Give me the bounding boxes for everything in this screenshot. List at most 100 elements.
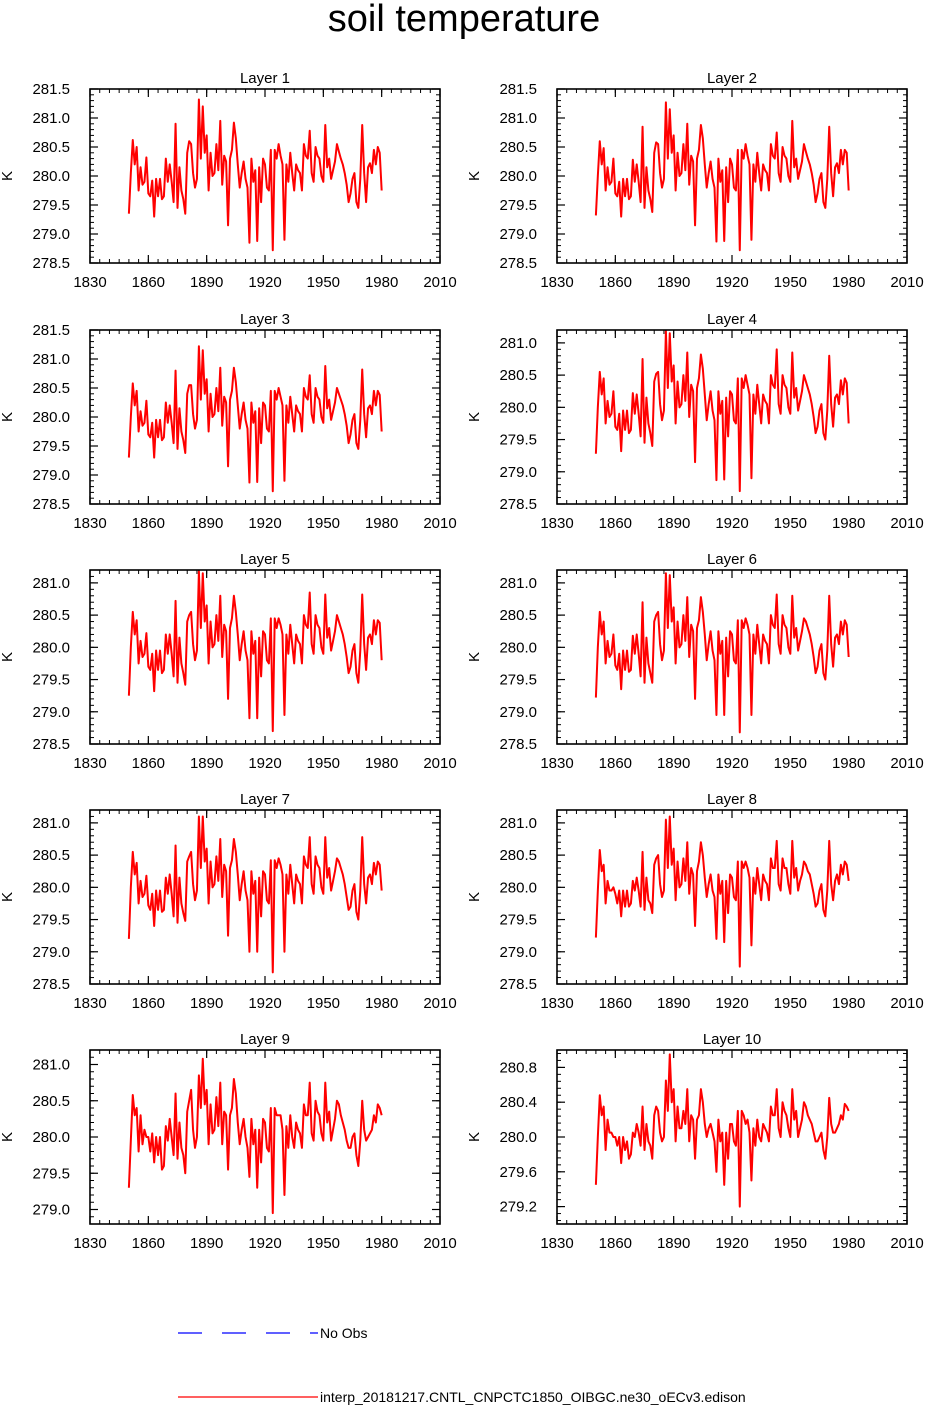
chart-main-title: soil temperature: [327, 0, 601, 40]
x-tick-label: 1890: [657, 755, 690, 772]
y-tick-label: 279.0: [32, 226, 70, 243]
y-tick-label: 278.5: [32, 255, 70, 272]
chart-panel: Layer 8 K 1830 1860 1890 1920 1950 1980 2010 278.…: [466, 791, 924, 1012]
panel-title: Layer 3: [240, 311, 290, 328]
y-tick-label: 280.0: [499, 639, 537, 656]
y-tick-label: 279.0: [499, 464, 537, 481]
x-tick-label: 1830: [73, 1235, 106, 1252]
x-tick-label: 1950: [307, 1235, 340, 1252]
x-tick-label: 1890: [190, 755, 223, 772]
y-tick-label: 281.0: [32, 351, 70, 368]
x-tick-label: 2010: [890, 1235, 923, 1252]
series-line: [594, 101, 850, 252]
plot-frame: [89, 329, 441, 505]
panel-title: Layer 4: [707, 311, 757, 328]
x-tick-label: 1980: [832, 1235, 865, 1252]
x-tick-label: 1830: [540, 755, 573, 772]
y-tick-label: 279.0: [499, 944, 537, 961]
y-axis-label: K: [0, 412, 16, 422]
chart-panel: Layer 6 K 1830 1860 1890 1920 1950 1980 2010 278.…: [466, 551, 924, 772]
y-axis-label: K: [466, 171, 483, 181]
y-tick-label: 281.0: [32, 575, 70, 592]
x-tick-label: 1890: [190, 274, 223, 291]
y-tick-label: 279.0: [499, 704, 537, 721]
y-tick-label: 280.0: [32, 1129, 70, 1146]
chart-panel: Layer 7 K 1830 1860 1890 1920 1950 1980 2010 278.…: [0, 791, 457, 1012]
x-tick-label: 1830: [540, 274, 573, 291]
plot-frame: [556, 809, 908, 985]
x-tick-label: 1860: [599, 755, 632, 772]
series-line: [127, 570, 383, 733]
panel-grid: Layer 1 K 1830 1860 1890 1920 1950 1980 2010 278.…: [0, 70, 924, 1252]
y-tick-label: 279.0: [499, 226, 537, 243]
legend-model-label: interp_20181217.CNTL_CNPCTC1850_OIBGC.ne…: [320, 1389, 746, 1405]
series-line: [127, 345, 383, 493]
y-tick-label: 278.5: [32, 736, 70, 753]
y-tick-label: 280.5: [32, 1093, 70, 1110]
x-tick-label: 1920: [248, 755, 281, 772]
x-tick-label: 1950: [774, 755, 807, 772]
legend-model: interp_20181217.CNTL_CNPCTC1850_OIBGC.ne…: [178, 1389, 918, 1405]
panel-title: Layer 8: [707, 791, 757, 808]
plot-frame: [556, 329, 908, 505]
legend-no-obs-line: [178, 1332, 318, 1334]
y-tick-label: 278.5: [499, 736, 537, 753]
y-tick-label: 280.0: [499, 168, 537, 185]
x-tick-label: 2010: [423, 515, 456, 532]
x-tick-label: 1860: [599, 274, 632, 291]
series-line: [127, 98, 383, 252]
panel-title: Layer 5: [240, 551, 290, 568]
y-axis-label: K: [466, 652, 483, 662]
x-tick-label: 1950: [307, 755, 340, 772]
x-tick-label: 1890: [657, 1235, 690, 1252]
y-tick-label: 280.0: [32, 168, 70, 185]
y-tick-label: 280.0: [499, 1129, 537, 1146]
x-tick-label: 1890: [657, 274, 690, 291]
x-tick-label: 1950: [774, 1235, 807, 1252]
series-line: [594, 1053, 850, 1208]
panel-title: Layer 9: [240, 1031, 290, 1048]
series-line: [594, 330, 850, 493]
x-tick-label: 1890: [657, 995, 690, 1012]
y-tick-label: 278.5: [499, 496, 537, 513]
x-tick-label: 1920: [715, 755, 748, 772]
x-tick-label: 1860: [132, 1235, 165, 1252]
y-tick-label: 279.2: [499, 1199, 537, 1216]
y-tick-label: 280.0: [32, 639, 70, 656]
x-tick-label: 1830: [73, 515, 106, 532]
y-tick-label: 278.5: [499, 255, 537, 272]
y-tick-label: 281.0: [32, 815, 70, 832]
y-tick-label: 279.5: [32, 672, 70, 689]
x-tick-label: 1890: [657, 515, 690, 532]
x-tick-label: 1890: [190, 515, 223, 532]
plot-frame: [89, 809, 441, 985]
x-tick-label: 1980: [365, 274, 398, 291]
x-tick-label: 1980: [832, 755, 865, 772]
y-tick-label: 280.0: [499, 879, 537, 896]
series-line: [127, 1057, 383, 1215]
y-axis-label: K: [466, 892, 483, 902]
panel-title: Layer 6: [707, 551, 757, 568]
x-tick-label: 2010: [423, 755, 456, 772]
chart-panel: Layer 2 K 1830 1860 1890 1920 1950 1980 2010 278.…: [466, 70, 924, 291]
x-tick-label: 1950: [307, 995, 340, 1012]
x-tick-label: 1950: [774, 274, 807, 291]
x-tick-label: 2010: [423, 995, 456, 1012]
y-tick-label: 280.5: [499, 847, 537, 864]
series-line: [127, 815, 383, 974]
x-tick-label: 2010: [890, 755, 923, 772]
y-tick-label: 281.0: [499, 575, 537, 592]
y-tick-label: 279.5: [499, 197, 537, 214]
x-tick-label: 1860: [132, 755, 165, 772]
panel-title: Layer 10: [703, 1031, 761, 1048]
legend-model-line: [178, 1396, 318, 1398]
chart-panel: Layer 5 K 1830 1860 1890 1920 1950 1980 2010 278.…: [0, 551, 457, 772]
legend-no-obs-label: No Obs: [320, 1325, 368, 1341]
y-tick-label: 280.5: [499, 607, 537, 624]
y-tick-label: 279.5: [499, 672, 537, 689]
y-tick-label: 280.5: [32, 139, 70, 156]
y-tick-label: 278.5: [32, 496, 70, 513]
chart-panel: Layer 4 K 1830 1860 1890 1920 1950 1980 2010 278.…: [466, 311, 924, 532]
y-tick-label: 279.5: [499, 912, 537, 929]
plot-frame: [89, 88, 441, 264]
